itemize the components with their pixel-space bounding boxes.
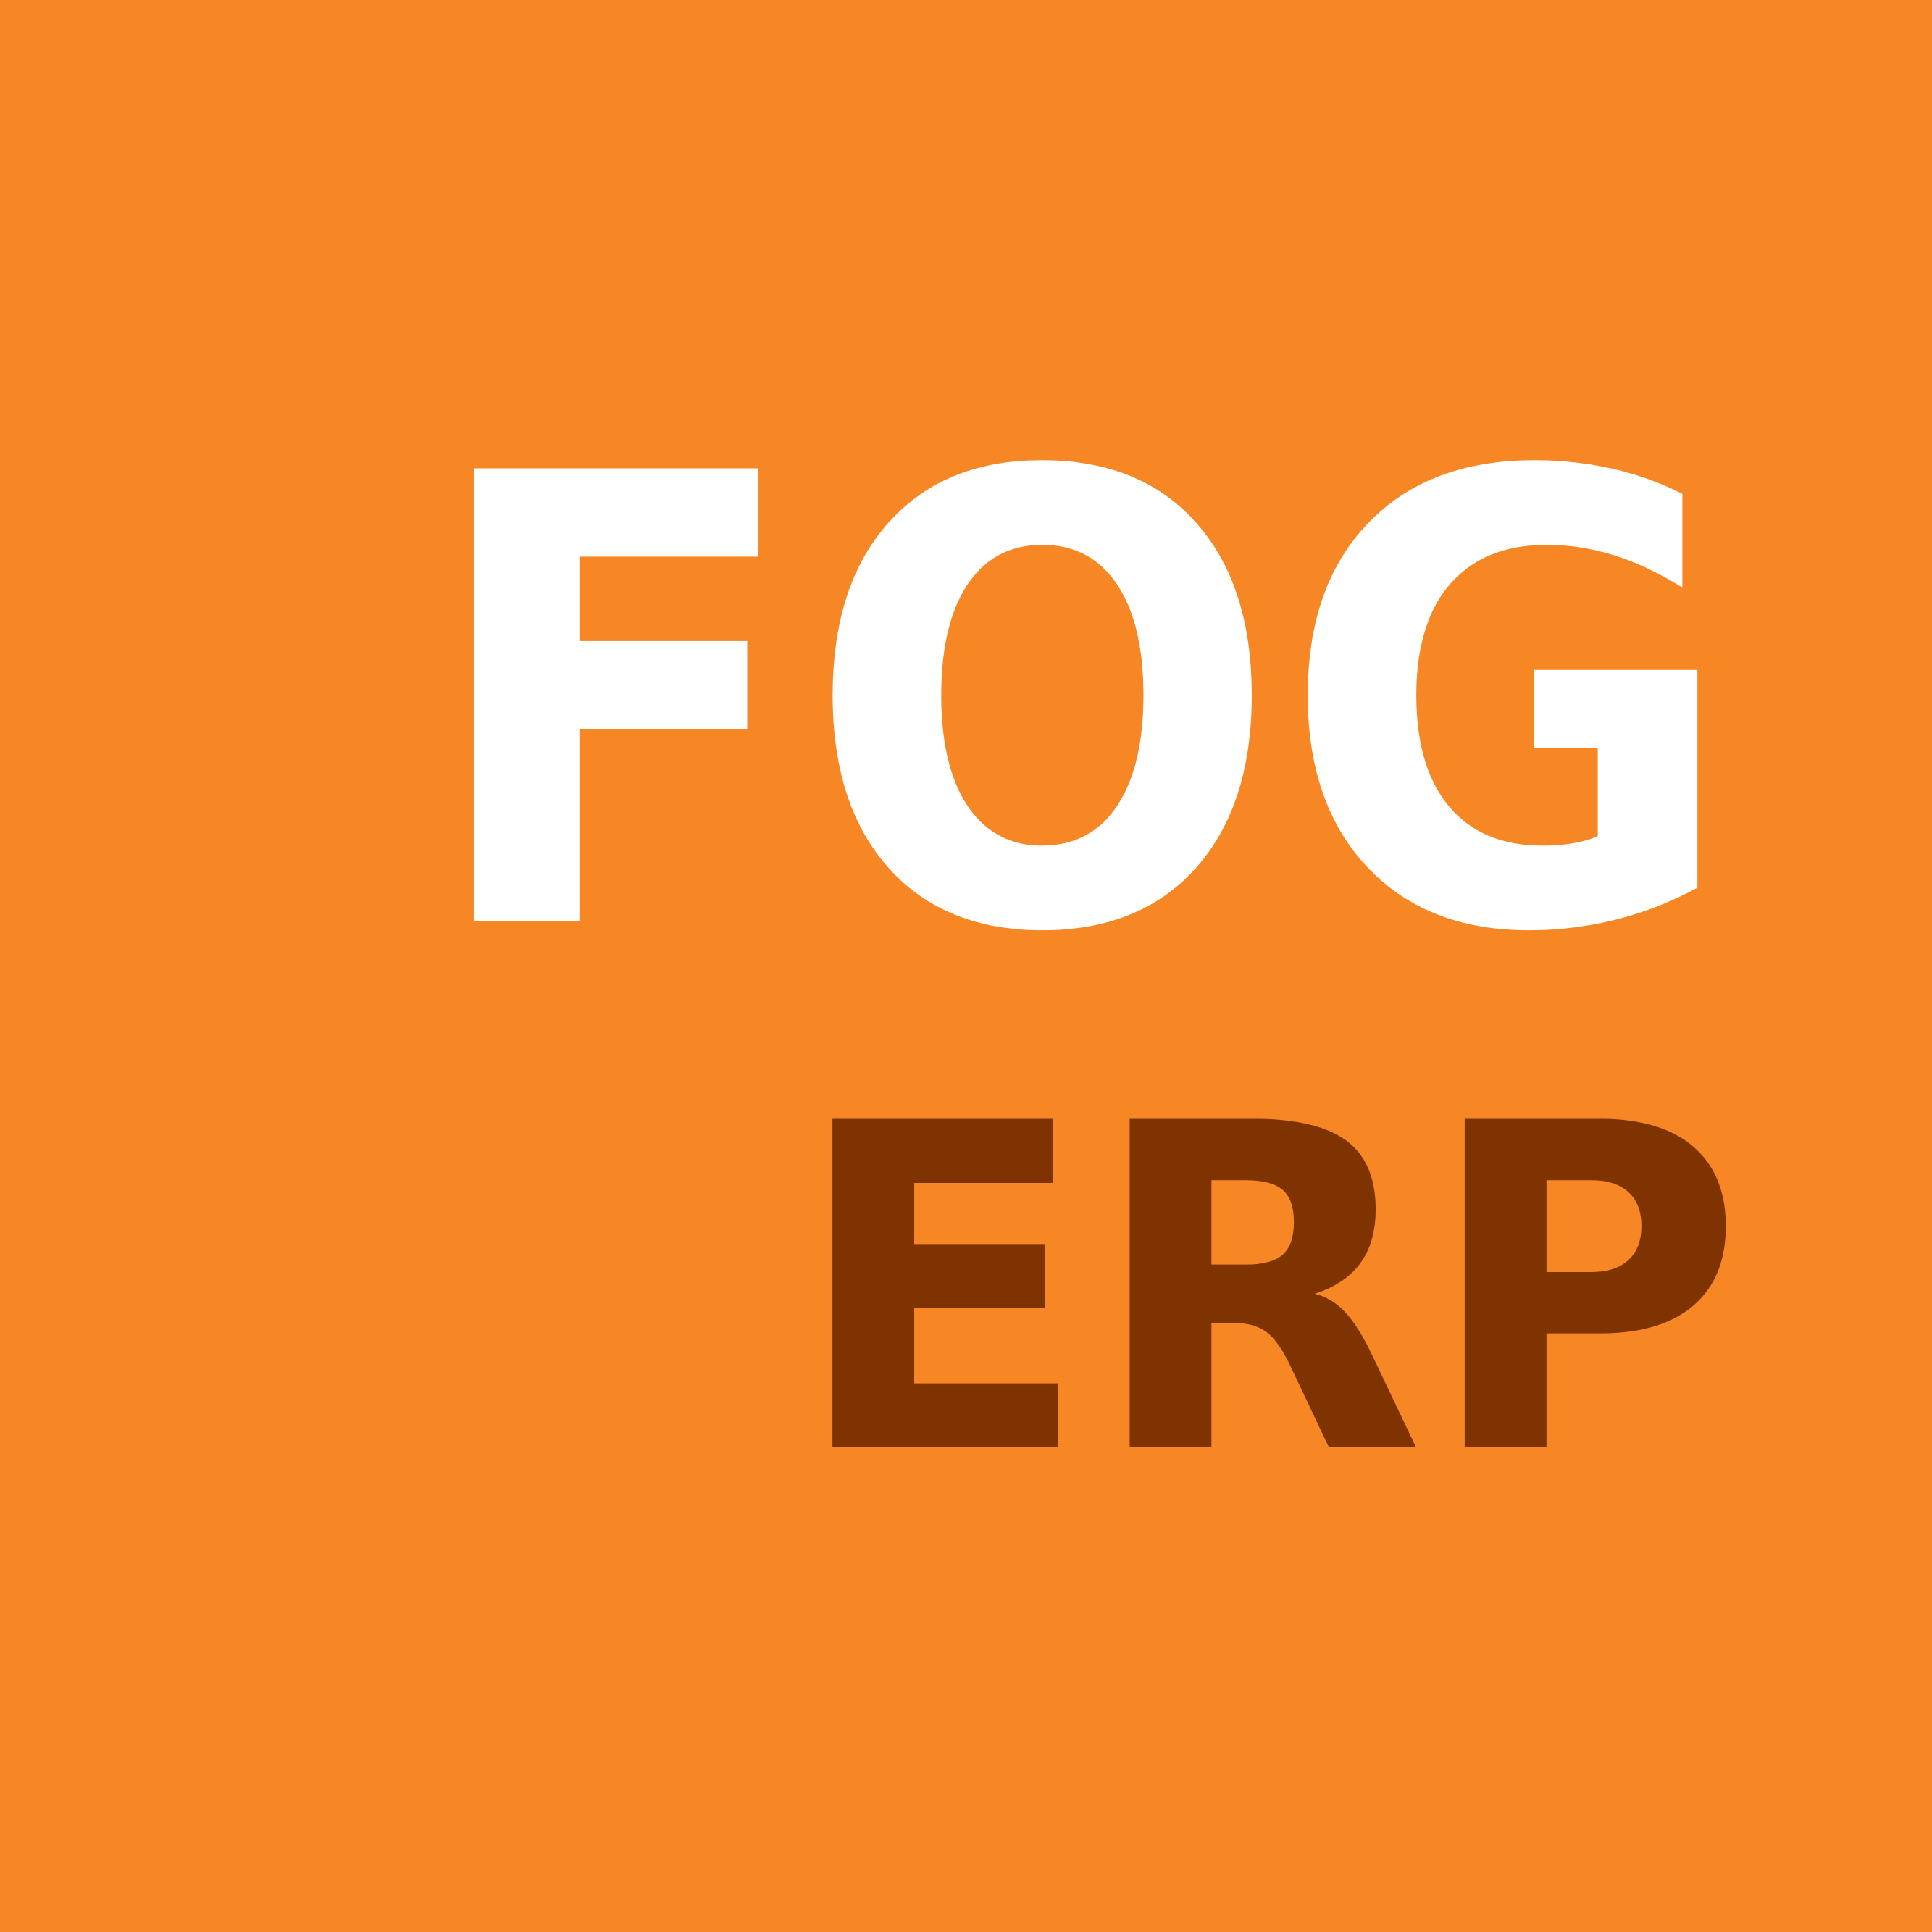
logo-primary-wordmark: FOG <box>423 346 1739 1069</box>
logo-secondary-wordmark: ERP <box>793 1029 1744 1554</box>
